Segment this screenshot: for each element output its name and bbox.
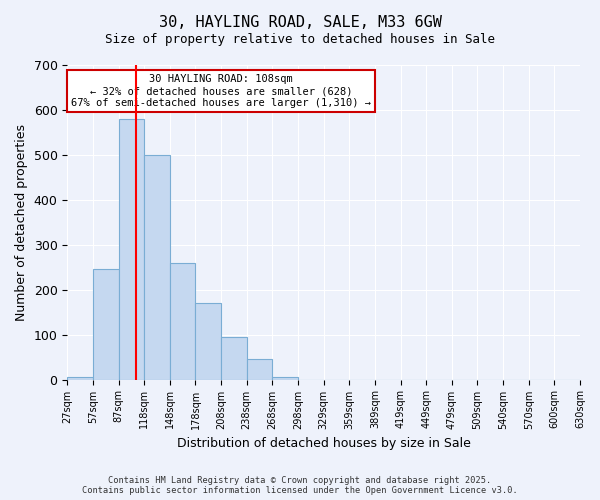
Bar bbox=[144, 155, 170, 380]
Text: 30 HAYLING ROAD: 108sqm
← 32% of detached houses are smaller (628)
67% of semi-d: 30 HAYLING ROAD: 108sqm ← 32% of detache… bbox=[71, 74, 371, 108]
Bar bbox=[196, 303, 221, 380]
Bar bbox=[247, 360, 272, 380]
Bar bbox=[93, 270, 119, 380]
Bar bbox=[67, 378, 93, 380]
Text: Size of property relative to detached houses in Sale: Size of property relative to detached ho… bbox=[105, 32, 495, 46]
Text: Contains HM Land Registry data © Crown copyright and database right 2025.
Contai: Contains HM Land Registry data © Crown c… bbox=[82, 476, 518, 495]
Bar bbox=[170, 262, 196, 380]
Y-axis label: Number of detached properties: Number of detached properties bbox=[15, 124, 28, 321]
Bar bbox=[221, 337, 247, 380]
Text: 30, HAYLING ROAD, SALE, M33 6GW: 30, HAYLING ROAD, SALE, M33 6GW bbox=[158, 15, 442, 30]
Bar bbox=[119, 119, 144, 380]
Bar bbox=[272, 378, 298, 380]
X-axis label: Distribution of detached houses by size in Sale: Distribution of detached houses by size … bbox=[177, 437, 470, 450]
